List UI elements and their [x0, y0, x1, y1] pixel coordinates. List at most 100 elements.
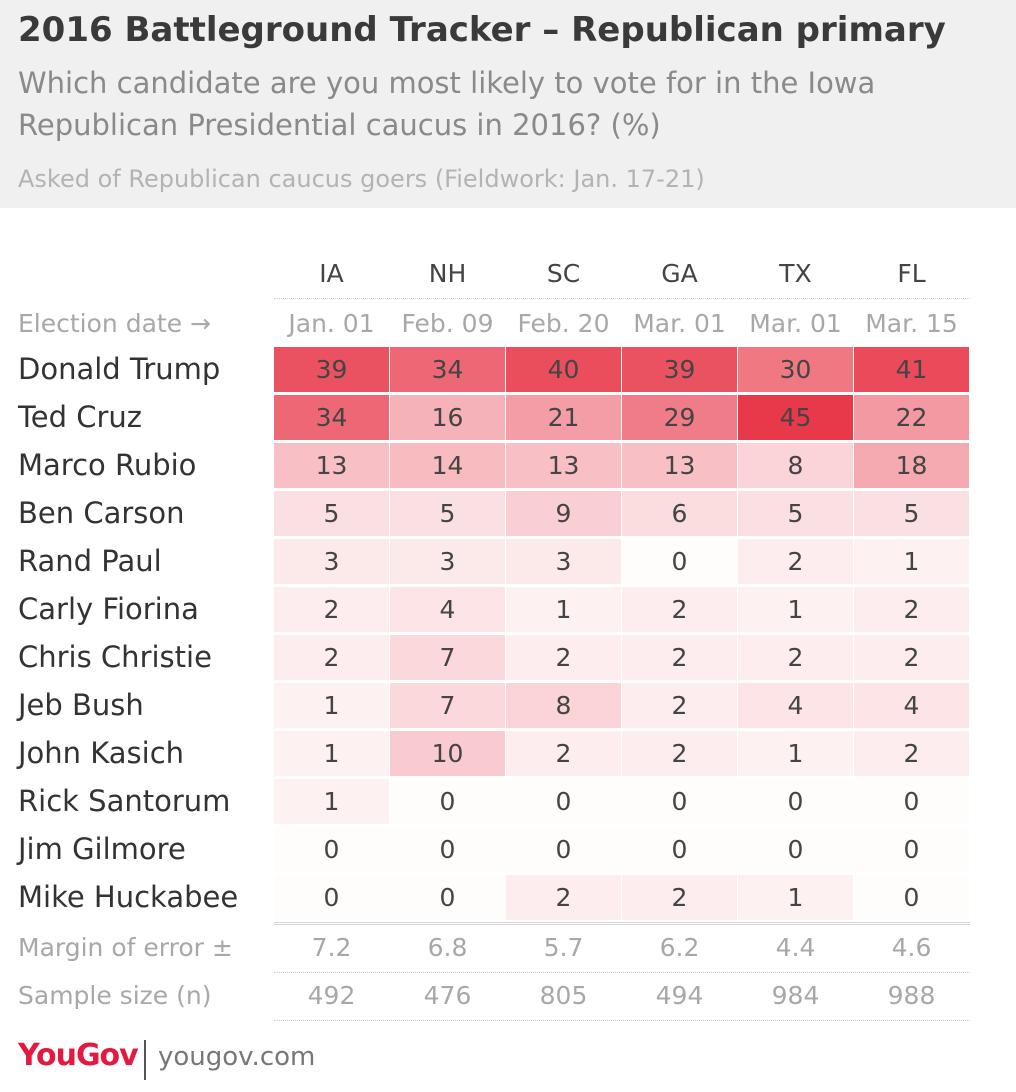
column-header-row: IA NH SC GA TX FL	[0, 250, 1016, 297]
heat-cell: 2	[738, 635, 853, 680]
election-date: Mar. 15	[865, 309, 958, 338]
candidate-row: Donald Trump 39 34 40 39 30 41	[0, 346, 1016, 393]
heat-cell: 9	[506, 491, 621, 536]
heat-cell: 10	[390, 731, 505, 776]
yougov-logo: YouGov	[18, 1038, 139, 1073]
heat-cell: 0	[274, 875, 389, 920]
candidate-row: Ben Carson 5 5 9 6 5 5	[0, 490, 1016, 537]
heat-cell: 40	[506, 347, 621, 392]
heat-cell: 6	[622, 491, 737, 536]
heat-cell: 3	[506, 539, 621, 584]
heat-cell: 0	[738, 827, 853, 872]
heat-cell: 0	[506, 827, 621, 872]
heat-cell: 1	[854, 539, 969, 584]
heat-cell: 39	[274, 347, 389, 392]
sample-size-row: Sample size (n) 492 476 805 494 984 988	[0, 972, 1016, 1019]
heat-cell: 1	[738, 587, 853, 632]
heat-cell: 2	[506, 731, 621, 776]
heat-cell: 22	[854, 395, 969, 440]
heat-cell: 1	[274, 683, 389, 728]
heat-cell: 2	[506, 875, 621, 920]
header: 2016 Battleground Tracker – Republican p…	[0, 0, 1016, 208]
heat-cell: 45	[738, 395, 853, 440]
heat-cell: 34	[274, 395, 389, 440]
heat-cell: 0	[622, 827, 737, 872]
margin-cell: 6.8	[427, 933, 468, 962]
heat-cell: 1	[274, 779, 389, 824]
heat-cell: 4	[854, 683, 969, 728]
heat-cell: 1	[738, 731, 853, 776]
heat-cell: 29	[622, 395, 737, 440]
sample-cell: 494	[655, 981, 704, 1010]
row-divider	[274, 1020, 970, 1021]
candidate-row: Rick Santorum 1 0 0 0 0 0	[0, 778, 1016, 825]
heat-cell: 2	[622, 635, 737, 680]
heat-cell: 0	[854, 827, 969, 872]
election-date: Mar. 01	[633, 309, 726, 338]
candidate-row: Carly Fiorina 2 4 1 2 1 2	[0, 586, 1016, 633]
heat-cell: 2	[854, 731, 969, 776]
heat-cell: 39	[622, 347, 737, 392]
heat-cell: 3	[274, 539, 389, 584]
margin-cell: 4.4	[775, 933, 816, 962]
heat-cell: 5	[854, 491, 969, 536]
heat-cell: 2	[506, 635, 621, 680]
heat-cell: 0	[622, 779, 737, 824]
election-date: Feb. 20	[517, 309, 610, 338]
heat-cell: 16	[390, 395, 505, 440]
heat-cell: 3	[390, 539, 505, 584]
election-date-row: Election date → Jan. 01 Feb. 09 Feb. 20 Mar.…	[0, 300, 1016, 347]
heat-cell: 2	[274, 587, 389, 632]
heat-cell: 13	[506, 443, 621, 488]
footer-divider	[144, 1040, 146, 1080]
heat-cell: 0	[390, 875, 505, 920]
heat-cell: 2	[274, 635, 389, 680]
column-header: SC	[546, 259, 581, 288]
heat-cell: 0	[390, 827, 505, 872]
heat-cell: 5	[390, 491, 505, 536]
heat-cell: 2	[738, 539, 853, 584]
heat-cell: 2	[854, 635, 969, 680]
candidate-row: John Kasich 1 10 2 2 1 2	[0, 730, 1016, 777]
heat-cell: 0	[390, 779, 505, 824]
row-label: Ben Carson	[18, 496, 185, 530]
row-label: Donald Trump	[18, 352, 221, 386]
heat-cell: 1	[738, 875, 853, 920]
site-url[interactable]: yougov.com	[158, 1042, 316, 1072]
heat-cell: 1	[274, 731, 389, 776]
chart-title: 2016 Battleground Tracker – Republican p…	[18, 10, 946, 50]
heat-cell: 0	[274, 827, 389, 872]
heat-cell: 0	[854, 779, 969, 824]
sample-cell: 984	[771, 981, 820, 1010]
column-header: GA	[661, 259, 698, 288]
sample-cell: 476	[423, 981, 472, 1010]
margin-cell: 6.2	[659, 933, 700, 962]
row-label: Margin of error ±	[18, 933, 233, 962]
heat-cell: 0	[506, 779, 621, 824]
heat-cell: 7	[390, 635, 505, 680]
chart-subtitle: Which candidate are you most likely to v…	[18, 66, 876, 142]
heat-cell: 13	[274, 443, 389, 488]
candidate-row: Ted Cruz 34 16 21 29 45 22	[0, 394, 1016, 441]
heat-cell: 2	[854, 587, 969, 632]
row-label: Rand Paul	[18, 544, 162, 578]
heat-cell: 4	[390, 587, 505, 632]
candidate-row: Marco Rubio 13 14 13 13 8 18	[0, 442, 1016, 489]
row-label: Marco Rubio	[18, 448, 197, 482]
row-label: Mike Huckabee	[18, 880, 239, 914]
heat-cell: 41	[854, 347, 969, 392]
candidate-row: Rand Paul 3 3 3 0 2 1	[0, 538, 1016, 585]
row-label: Rick Santorum	[18, 784, 231, 818]
margin-of-error-row: Margin of error ± 7.2 6.8 5.7 6.2 4.4 4.6	[0, 924, 1016, 971]
row-label: Election date →	[18, 309, 211, 338]
column-header: NH	[428, 259, 467, 288]
row-divider	[274, 298, 970, 299]
heat-cell: 7	[390, 683, 505, 728]
row-label: Sample size (n)	[18, 981, 212, 1010]
heat-cell: 2	[622, 587, 737, 632]
sample-cell: 988	[887, 981, 936, 1010]
heat-cell: 2	[622, 683, 737, 728]
fieldwork-note: Asked of Republican caucus goers (Fieldw…	[18, 165, 705, 193]
column-header: IA	[319, 259, 344, 288]
heat-cell: 13	[622, 443, 737, 488]
